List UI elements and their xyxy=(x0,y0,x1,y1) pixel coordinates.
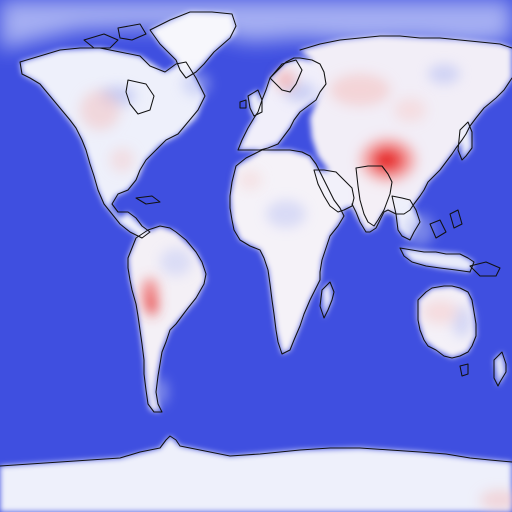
land-fill xyxy=(0,12,512,512)
warm-anomalies xyxy=(80,70,512,510)
coastlines xyxy=(0,11,512,467)
cool-anomalies xyxy=(100,64,472,406)
